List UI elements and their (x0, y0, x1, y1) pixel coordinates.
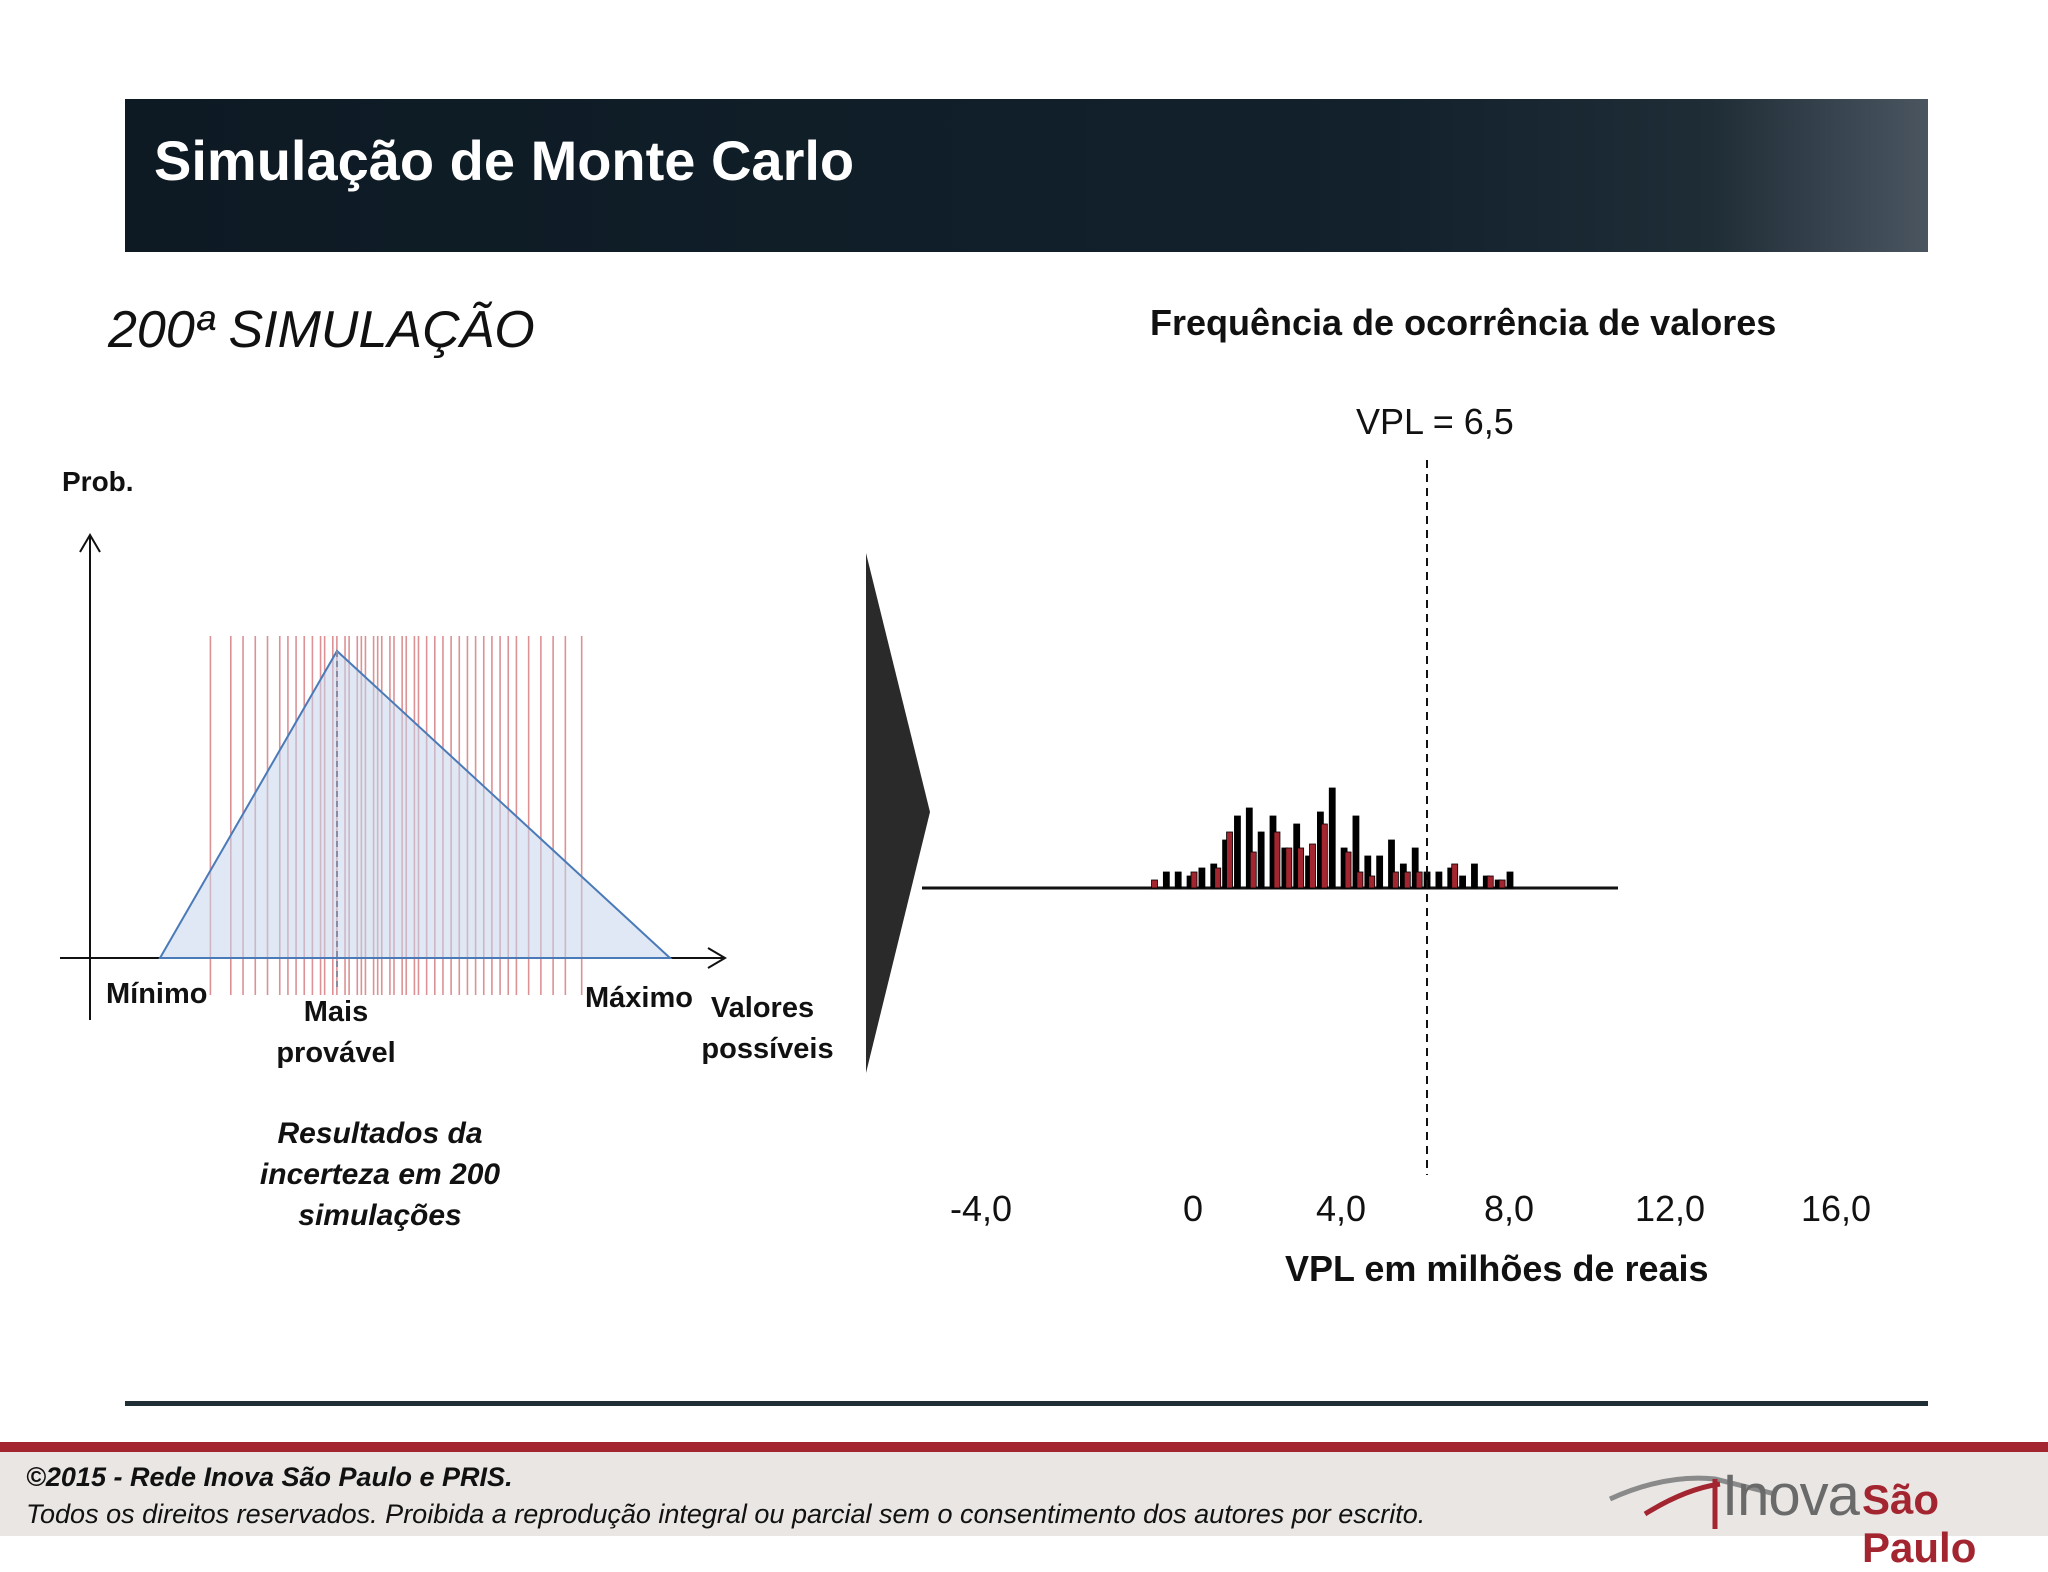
x-tick-label: 8,0 (1484, 1188, 1535, 1229)
histogram-bar (1376, 855, 1384, 889)
diagram-graphics (60, 460, 1618, 1175)
x-tick-label: 12,0 (1635, 1188, 1706, 1229)
x-axis-arrow (707, 947, 727, 969)
x-tick-label: 0 (1183, 1188, 1204, 1229)
histogram-bar (1162, 871, 1170, 889)
histogram-bar (1214, 867, 1222, 889)
histogram-bar (1486, 875, 1494, 889)
histogram-bar (1498, 879, 1506, 889)
min-label: Mínimo (106, 978, 208, 1010)
histogram-bar (1368, 875, 1376, 889)
y-axis-label: Prob. (62, 466, 134, 497)
histogram-bar (1388, 839, 1395, 889)
histogram-bar (1285, 847, 1293, 889)
logo-word-inova: Inova (1722, 1463, 1860, 1528)
histogram-bar (1403, 871, 1411, 889)
caption-line-1: Resultados da (277, 1117, 483, 1150)
vpl-marker-label: VPL = 6,5 (1356, 401, 1514, 442)
histogram-bar (1411, 847, 1419, 889)
header-bar (125, 99, 1928, 252)
histogram-bars (1151, 787, 1514, 889)
histogram-bar (1174, 871, 1182, 889)
footer-divider (125, 1401, 1928, 1406)
histogram-bar (1352, 815, 1360, 889)
histogram-bar (1257, 831, 1265, 889)
histogram-bar (1328, 787, 1336, 889)
caption-line-3: simulações (298, 1199, 462, 1232)
histogram-title: Frequência de ocorrência de valores (1150, 302, 1777, 343)
simulation-heading: 200ª SIMULAÇÃO (108, 301, 535, 359)
x-axis-label-2: possíveis (701, 1033, 834, 1065)
histogram-bar (1198, 867, 1206, 889)
histogram-bar (1459, 875, 1466, 889)
y-axis-arrow (79, 533, 101, 553)
histogram-x-axis-title: VPL em milhões de reais (1285, 1248, 1709, 1289)
max-label: Máximo (585, 982, 693, 1014)
histogram-bar (1190, 871, 1198, 889)
inova-logo-icon (1608, 1475, 1776, 1529)
mode-label-1: Mais (303, 996, 369, 1028)
x-tick-label: 4,0 (1316, 1188, 1367, 1229)
histogram-bar (1415, 871, 1423, 889)
footer-accent-bar (0, 1442, 2048, 1452)
histogram-bar (1151, 879, 1158, 889)
caption-line-2: incerteza em 200 (259, 1158, 501, 1191)
histogram-bar (1392, 871, 1399, 889)
x-tick-label: 16,0 (1801, 1188, 1872, 1229)
x-axis-label-1: Valores (710, 992, 815, 1024)
histogram-bar (1451, 863, 1459, 889)
histogram-bar (1356, 871, 1364, 889)
simulation-caption: Resultados da incerteza em 200 simulaçõe… (230, 1113, 530, 1236)
page-title: Simulação de Monte Carlo (154, 129, 855, 192)
logo-word-sao-paulo: São Paulo (1862, 1476, 1977, 1571)
x-tick-label: -4,0 (950, 1188, 1013, 1229)
histogram-bar (1471, 863, 1478, 889)
footer-copyright: ©2015 - Rede Inova São Paulo e PRIS. (26, 1462, 513, 1492)
transition-arrow (866, 553, 930, 1073)
histogram-bar (1435, 871, 1443, 889)
histogram-bar (1249, 851, 1257, 889)
histogram-bar (1344, 851, 1352, 889)
histogram-bar (1309, 843, 1316, 889)
histogram-bar (1245, 807, 1253, 889)
histogram-bar (1320, 823, 1328, 889)
histogram-bar (1297, 847, 1305, 889)
histogram-bar (1273, 831, 1281, 889)
histogram-bar (1226, 831, 1233, 889)
triangular-distribution (158, 649, 673, 959)
mode-label-2: provável (276, 1037, 396, 1069)
histogram-bar (1364, 855, 1372, 889)
histogram-bar (1506, 871, 1514, 889)
footer-rights: Todos os direitos reservados. Proibida a… (26, 1499, 1426, 1529)
histogram-bar (1234, 815, 1241, 889)
